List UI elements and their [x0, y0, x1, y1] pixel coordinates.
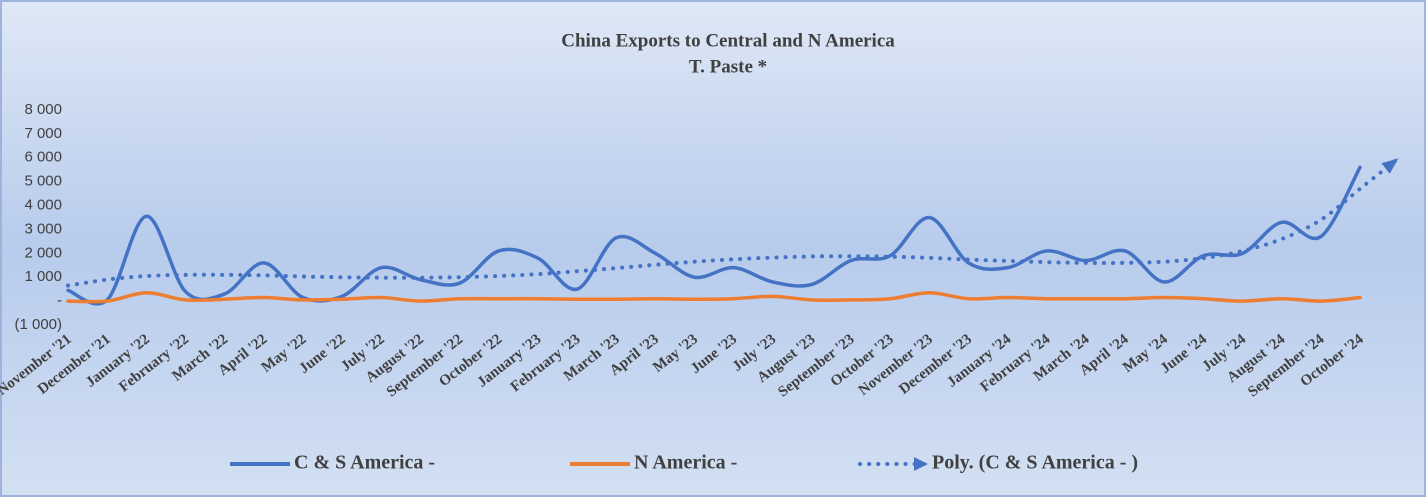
chart-subtitle: T. Paste * — [689, 56, 767, 77]
y-tick-label: 3 000 — [24, 220, 62, 237]
y-tick-label: (1 000) — [14, 316, 62, 333]
series-line — [66, 290, 1362, 304]
y-tick-label: 7 000 — [24, 125, 62, 142]
y-tick-label: 8 000 — [24, 101, 62, 118]
trend-line — [66, 158, 1398, 288]
series-line — [66, 165, 1362, 306]
legend-swatch — [914, 457, 928, 471]
legend-label: N America - — [634, 452, 737, 474]
y-tick-label: 4 000 — [24, 197, 62, 214]
y-tick-label: 6 000 — [24, 149, 62, 166]
y-tick-label: 2 000 — [24, 244, 62, 261]
y-tick-label: - — [57, 292, 62, 309]
legend-label: Poly. (C & S America - ) — [932, 452, 1138, 474]
chart-title: China Exports to Central and N America — [561, 30, 895, 51]
y-tick-label: 5 000 — [24, 173, 62, 190]
legend-label: C & S America - — [294, 452, 435, 474]
y-tick-label: 1 000 — [24, 268, 62, 285]
